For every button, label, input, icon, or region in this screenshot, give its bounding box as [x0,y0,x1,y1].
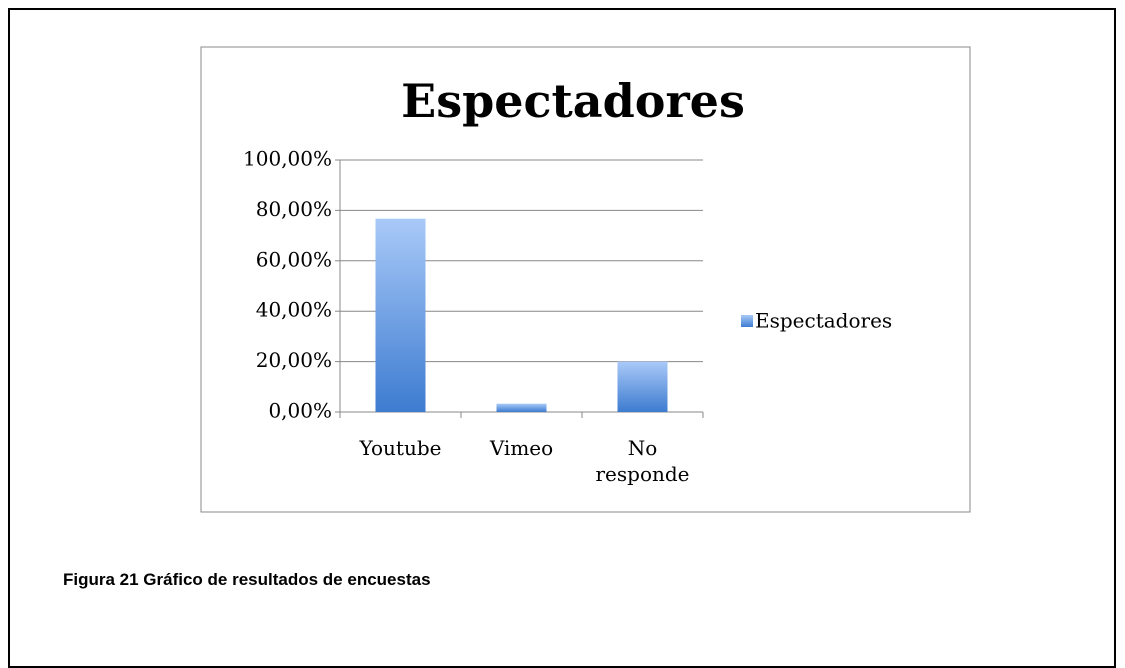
legend-swatch [741,315,753,327]
bar [617,361,668,412]
y-tick-label: 80,00% [256,197,332,221]
legend-label: Espectadores [755,309,892,333]
y-tick-label: 60,00% [256,247,332,271]
chart: Espectadores 0,00% 20,00% 40,00% 60,00% 80,0… [200,46,971,513]
x-tick-label: Youtube [359,436,442,460]
page: Espectadores 0,00% 20,00% 40,00% 60,00% 80,0… [8,8,1116,668]
bar [496,403,547,412]
x-tick-label: No responde [595,436,690,486]
x-tick-label: Vimeo [489,436,554,460]
caption: Figura 21 Gráfico de resultados de encue… [63,570,431,589]
y-tick-label: 100,00% [243,147,332,171]
y-tick-label: 0,00% [268,399,332,423]
y-tick-label: 20,00% [256,348,332,372]
bar [375,218,426,412]
chart-title: Espectadores [401,74,745,128]
y-tick-label: 40,00% [256,298,332,322]
chart-box [200,46,971,513]
